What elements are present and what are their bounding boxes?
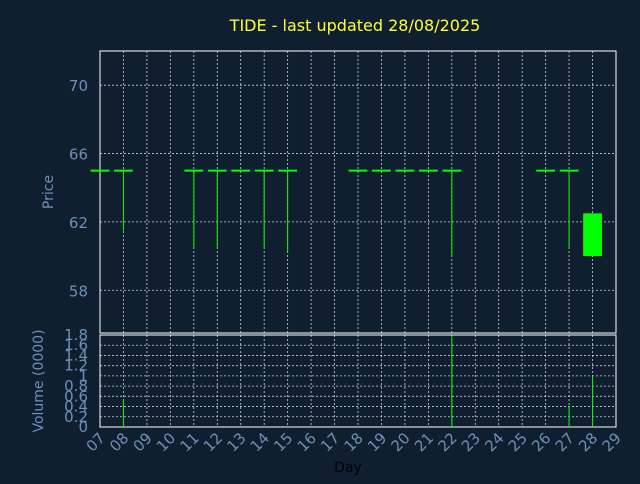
x-tick-label: 24	[481, 429, 507, 455]
x-tick-label: 16	[294, 429, 320, 455]
candle-body	[372, 169, 391, 172]
price-panel: 58 62 66 70	[69, 50, 617, 334]
volume-tick-label: 1.4	[64, 346, 88, 364]
volume-tick-label: 1.8	[64, 326, 88, 344]
volume-tick-label: 0	[78, 418, 88, 436]
volume-tick-label: 0.8	[64, 377, 88, 395]
x-tick-label: 11	[176, 429, 202, 455]
volume-tick-label: 0.2	[64, 408, 88, 426]
candle-body	[583, 213, 602, 257]
x-tick-label: 29	[599, 429, 625, 455]
x-tick-label: 25	[505, 429, 531, 455]
candle-body	[254, 169, 274, 172]
candle-body	[536, 169, 556, 172]
volume-tick-label: 1.6	[64, 336, 88, 354]
x-tick-label: 15	[270, 429, 296, 455]
price-tick-label: 66	[69, 146, 88, 164]
x-tick-label: 22	[434, 429, 460, 455]
price-tick-label: 58	[69, 282, 88, 300]
x-tick-label: 23	[458, 429, 484, 455]
x-tick-label: 10	[153, 429, 179, 455]
candle-body	[278, 169, 298, 172]
candle-body	[395, 169, 415, 172]
volume-panel: 00.20.40.60.811.21.41.61.807080910111213…	[64, 326, 625, 455]
x-tick-label: 09	[130, 429, 156, 455]
volume-tick-label: 0.6	[64, 387, 88, 405]
price-frame	[99, 50, 617, 334]
candle-body	[114, 169, 133, 172]
candle-body	[207, 169, 227, 172]
candle-body	[348, 169, 368, 172]
volume-tick-label: 1	[78, 367, 88, 385]
candle-body	[184, 169, 204, 172]
x-tick-label: 12	[200, 429, 226, 455]
volume-tick-label: 1.2	[64, 357, 88, 375]
candle-body	[231, 169, 251, 172]
x-tick-label: 18	[341, 429, 367, 455]
price-tick-label: 70	[69, 77, 88, 95]
volume-tick-label: 0.4	[64, 398, 88, 416]
candle-body	[442, 169, 462, 172]
x-axis-label: Day	[334, 460, 362, 476]
x-tick-label: 17	[317, 429, 343, 455]
x-tick-label: 27	[552, 429, 578, 455]
price-axis-label: Price	[41, 175, 57, 209]
x-tick-label: 13	[223, 429, 249, 455]
candle-body	[418, 169, 438, 172]
price-tick-label: 62	[69, 214, 88, 232]
candle-body	[90, 169, 110, 172]
x-tick-label: 20	[388, 429, 414, 455]
candle-body	[559, 169, 579, 172]
x-tick-label: 14	[247, 429, 273, 455]
volume-frame	[99, 334, 617, 428]
x-tick-label: 28	[575, 429, 601, 455]
volume-axis-label: Volume (0000)	[31, 329, 47, 432]
x-tick-label: 21	[411, 429, 437, 455]
chart-title: TIDE - last updated 28/08/2025	[229, 16, 481, 35]
x-tick-label: 26	[528, 429, 554, 455]
x-tick-label: 08	[106, 429, 132, 455]
x-tick-label: 19	[364, 429, 390, 455]
